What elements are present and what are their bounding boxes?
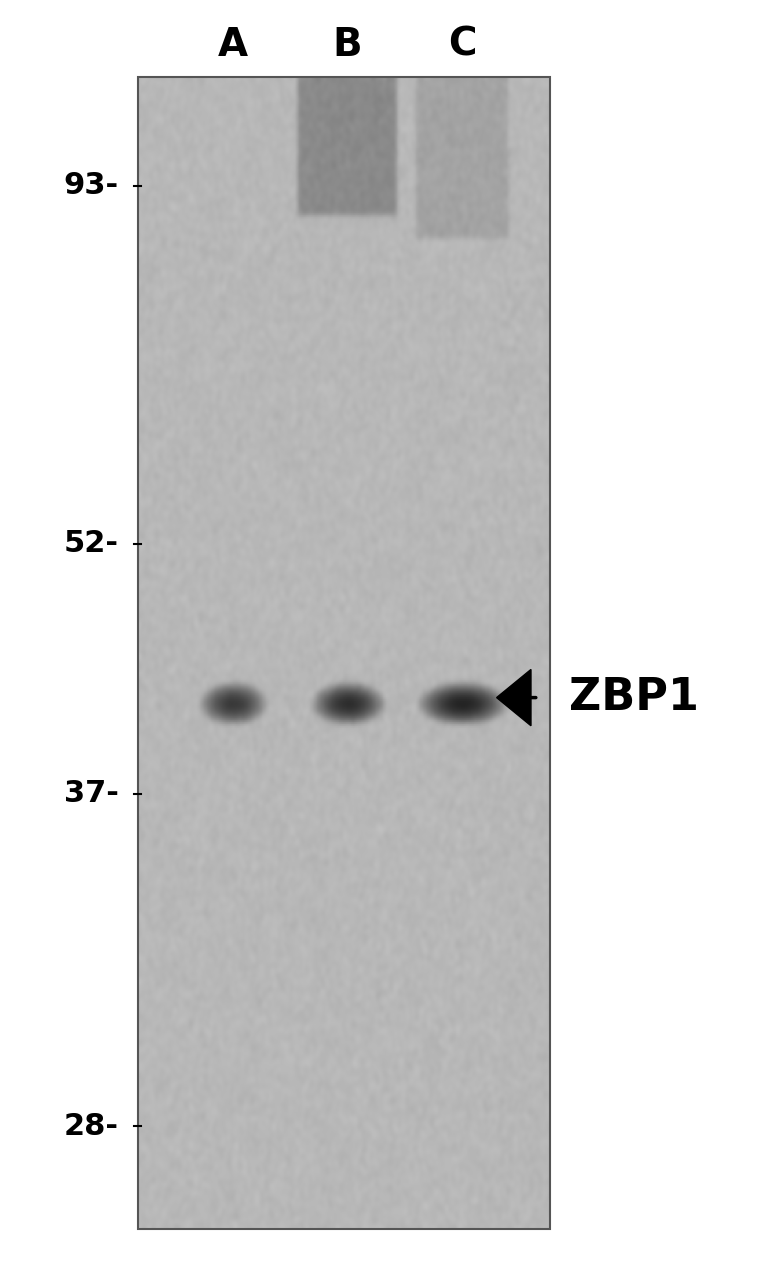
Bar (138, 77, 550, 1229)
Text: 52-: 52- (63, 530, 118, 558)
Text: ZBP1: ZBP1 (569, 676, 699, 719)
Text: 37-: 37- (63, 780, 118, 808)
Text: A: A (218, 26, 248, 64)
Text: C: C (448, 26, 477, 64)
Text: B: B (333, 26, 362, 64)
Text: 93-: 93- (63, 172, 118, 200)
Text: 28-: 28- (63, 1112, 118, 1140)
Polygon shape (497, 669, 531, 726)
